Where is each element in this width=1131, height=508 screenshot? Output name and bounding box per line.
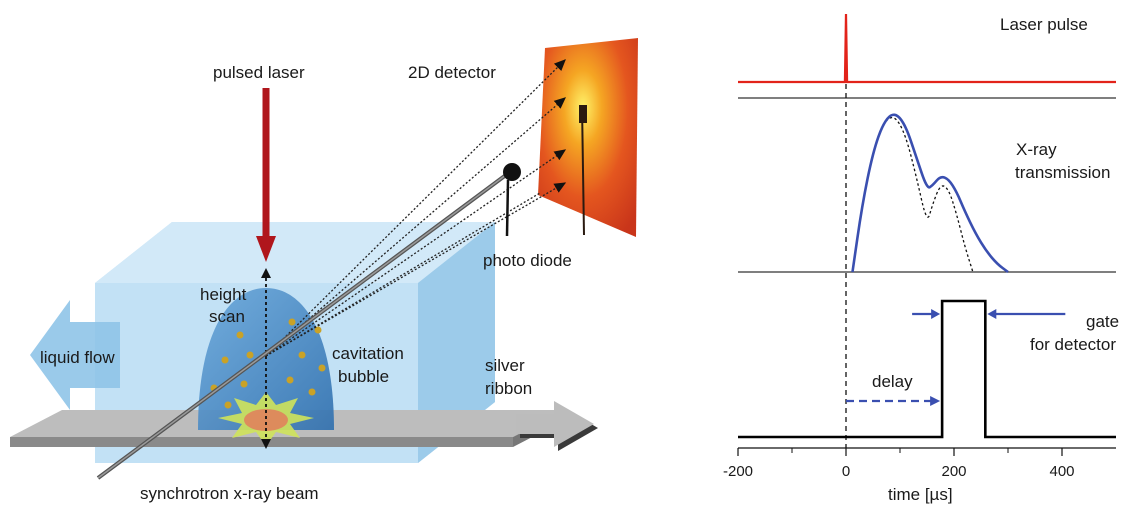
- delay-label: delay: [872, 372, 913, 391]
- xray-label-2: transmission: [1015, 163, 1110, 182]
- silver-label-2: ribbon: [485, 379, 532, 398]
- cavitation-label-1: cavitation: [332, 344, 404, 363]
- x-ticks: -200 0 200 400: [723, 448, 1075, 480]
- xray-label-1: X-ray: [1016, 140, 1057, 159]
- silver-label-1: silver: [485, 356, 525, 375]
- cavitation-label-2: bubble: [338, 367, 389, 386]
- x-tick-label: 200: [941, 463, 966, 480]
- delay-arrow: [846, 396, 941, 406]
- diffraction-rays: [265, 59, 567, 357]
- gate-label-1: gate: [1086, 312, 1119, 331]
- gate-right-arrow-head: [987, 309, 997, 319]
- beam-label: synchrotron x-ray beam: [140, 484, 319, 503]
- height-label: height: [200, 285, 247, 304]
- gate-left-arrow-head: [931, 309, 941, 319]
- photo-diode: [503, 163, 521, 237]
- gate-trace: [738, 299, 1116, 439]
- timing-chart: -200 0 200 400 time [µs] Laser pulse X-ray …: [723, 13, 1119, 504]
- detector-label: 2D detector: [408, 63, 496, 82]
- schematic: liquid flow silver ribbon: [10, 38, 638, 503]
- photo-diode-label: photo diode: [483, 251, 572, 270]
- xray-transmission-trace: [851, 113, 1009, 274]
- gate-label-2: for detector: [1030, 335, 1116, 354]
- pulsed-laser-label: pulsed laser: [213, 63, 305, 82]
- liquid-flow-label: liquid flow: [40, 348, 115, 367]
- gate-arrows: [912, 309, 1066, 319]
- liquid-flow-arrow: [30, 300, 120, 410]
- detector-screen: [538, 38, 638, 237]
- x-axis-title: time [µs]: [888, 485, 953, 504]
- delay-arrow-head: [930, 396, 941, 406]
- x-tick-label: -200: [723, 463, 753, 480]
- laser-pulse-trace: [738, 13, 1116, 84]
- scan-label: scan: [209, 307, 245, 326]
- laser-pulse-label: Laser pulse: [1000, 15, 1088, 34]
- x-tick-label: 400: [1049, 463, 1074, 480]
- x-tick-label: 0: [842, 463, 850, 480]
- xray-fit-trace: [851, 116, 974, 273]
